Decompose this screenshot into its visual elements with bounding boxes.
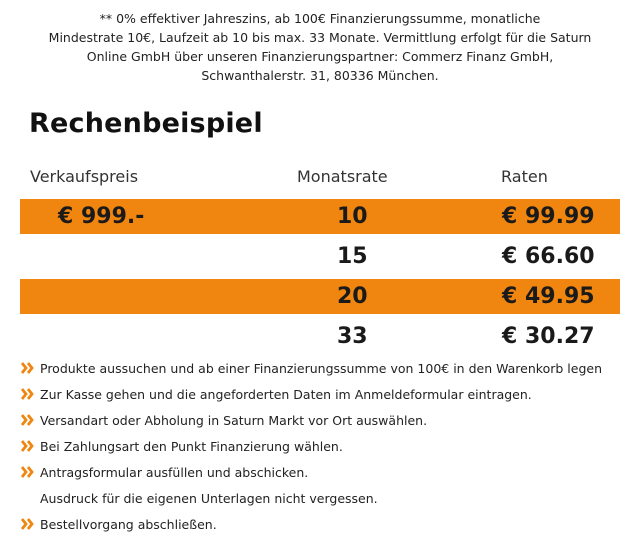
disclaimer-line: ** 0% effektiver Jahreszins, ab 100€ Fin… <box>99 11 541 26</box>
months-cell: 33 <box>337 324 368 349</box>
step-text: Bestellvorgang abschließen. <box>40 517 217 532</box>
table-row: 20 € 49.95 <box>20 279 620 314</box>
months-cell: 15 <box>337 244 368 269</box>
section-title: Rechenbeispiel <box>29 108 263 139</box>
disclaimer-line: Online GmbH über unseren Finanzierungspa… <box>86 49 554 64</box>
step-text: Antragsformular ausfüllen und abschicken… <box>40 465 309 480</box>
rate-cell: € 49.95 <box>502 284 595 309</box>
step-text: Produkte aussuchen und ab einer Finanzie… <box>40 361 602 376</box>
double-chevron-right-icon <box>20 466 34 478</box>
list-item: Zur Kasse gehen und die angeforderten Da… <box>20 386 635 412</box>
step-text: Zur Kasse gehen und die angeforderten Da… <box>40 387 532 402</box>
table-row: € 999.- 10 € 99.99 <box>20 199 620 234</box>
table-row: 33 € 30.27 <box>20 319 620 354</box>
rate-cell: € 30.27 <box>502 324 595 349</box>
double-chevron-right-icon <box>20 440 34 452</box>
list-item: Versandart oder Abholung in Saturn Markt… <box>20 412 635 438</box>
list-item: Antragsformular ausfüllen und abschicken… <box>20 464 635 490</box>
step-text: Versandart oder Abholung in Saturn Markt… <box>40 413 428 428</box>
double-chevron-right-icon <box>20 388 34 400</box>
list-item: Ausdruck für die eigenen Unterlagen nich… <box>20 490 635 516</box>
list-item: Bestellvorgang abschließen. <box>20 516 635 542</box>
price-cell: € 999.- <box>58 204 145 229</box>
double-chevron-right-icon <box>20 414 34 426</box>
table-row: 15 € 66.60 <box>20 239 620 274</box>
months-cell: 20 <box>337 284 368 309</box>
disclaimer-line: Mindestrate 10€, Laufzeit ab 10 bis max.… <box>48 30 592 45</box>
step-text: Ausdruck für die eigenen Unterlagen nich… <box>40 491 378 506</box>
double-chevron-right-icon <box>20 518 34 530</box>
header-verkaufspreis: Verkaufspreis <box>30 167 139 186</box>
header-monatsrate: Monatsrate <box>297 167 388 186</box>
steps-list: Produkte aussuchen und ab einer Finanzie… <box>20 360 635 542</box>
list-item: Bei Zahlungsart den Punkt Finanzierung w… <box>20 438 635 464</box>
rate-cell: € 66.60 <box>502 244 595 269</box>
months-cell: 10 <box>337 204 368 229</box>
double-chevron-right-icon <box>20 362 34 374</box>
header-raten: Raten <box>501 167 548 186</box>
step-text: Bei Zahlungsart den Punkt Finanzierung w… <box>40 439 343 454</box>
rate-cell: € 99.99 <box>502 204 595 229</box>
list-item: Produkte aussuchen und ab einer Finanzie… <box>20 360 635 386</box>
disclaimer-line: Schwanthalerstr. 31, 80336 München. <box>201 68 439 83</box>
disclaimer-text: ** 0% effektiver Jahreszins, ab 100€ Fin… <box>20 9 620 85</box>
